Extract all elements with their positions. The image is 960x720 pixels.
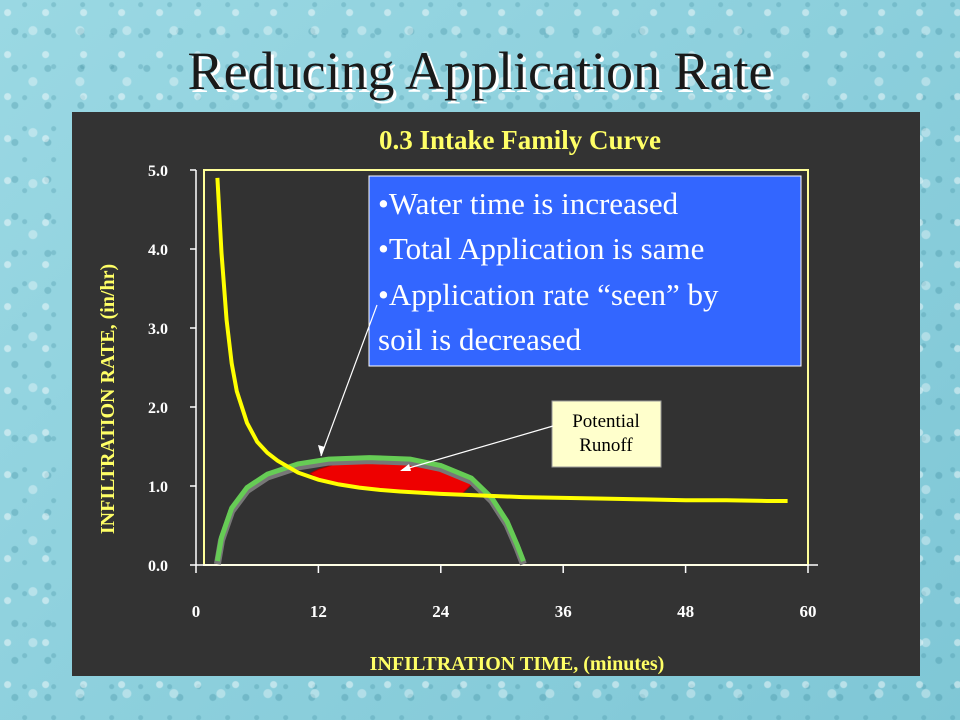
callout-bullet-text: •Application rate “seen” by: [378, 277, 719, 312]
y-tick-label: 5.0: [148, 163, 168, 180]
runoff-label-text: Potential: [572, 411, 640, 432]
series-layer: [213, 177, 788, 566]
callout-bullet-text: soil is decreased: [378, 322, 582, 357]
runoff-label-text: Runoff: [579, 435, 633, 456]
x-tick-label: 24: [432, 602, 450, 621]
y-tick-label: 3.0: [148, 321, 168, 338]
y-tick-label: 1.0: [148, 479, 168, 496]
info-callout-box: [368, 175, 802, 367]
y-axis-label: INFILTRATION RATE, (in/hr): [97, 264, 119, 534]
intake-family-curve: [215, 177, 788, 503]
x-tick-label: 0: [192, 602, 201, 621]
slide-title: Reducing Application Rate: [187, 41, 773, 101]
runoff-arrow-head: [400, 464, 411, 471]
chart-title: 0.3 Intake Family Curve: [379, 125, 661, 155]
application-rate-curve: [214, 455, 526, 563]
infiltration-chart: 0.3 Intake Family Curve 0 12 24 36 48 60 0.0 1.…: [97, 125, 818, 675]
x-tick-label: 60: [800, 602, 817, 621]
chart-panel: 0.3 Intake Family Curve 0 12 24 36 48 60 0.0 1.…: [72, 112, 920, 676]
axes: 0 12 24 36 48 60 0.0 1.0 2.0 3.0 4.0 5.0: [148, 163, 818, 621]
y-tick-label: 2.0: [148, 400, 168, 417]
x-tick-label: 36: [555, 602, 572, 621]
callout-arrow-head: [318, 445, 325, 456]
x-tick-label: 12: [310, 602, 327, 621]
callout-arrow-line: [320, 304, 378, 457]
callout-layer: •Water time is increased •Total Applicati…: [318, 175, 802, 471]
x-tick-label: 48: [677, 602, 694, 621]
runoff-label-box: [551, 400, 662, 468]
callout-bullet-text: •Total Application is same: [378, 231, 704, 266]
y-tick-label: 4.0: [148, 242, 168, 259]
runoff-arrow-line: [401, 425, 554, 471]
callout-bullet-text: •Water time is increased: [378, 186, 679, 221]
x-axis-label: INFILTRATION TIME, (minutes): [370, 653, 665, 675]
y-tick-label: 0.0: [148, 558, 168, 575]
